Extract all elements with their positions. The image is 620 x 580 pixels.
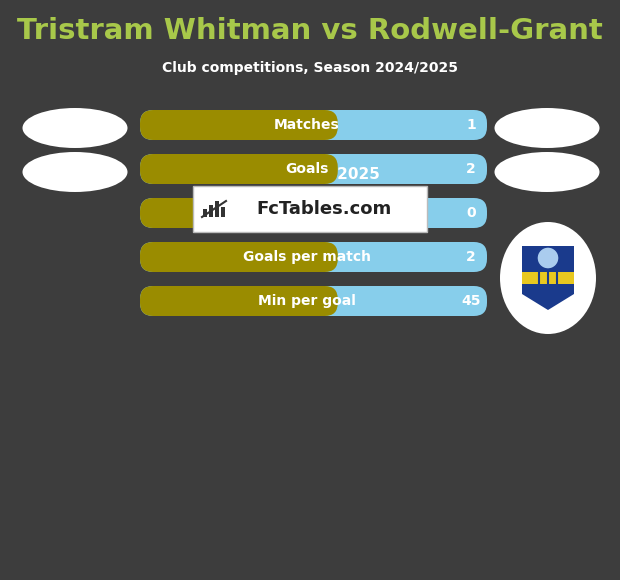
FancyBboxPatch shape	[140, 110, 338, 140]
FancyBboxPatch shape	[140, 110, 487, 140]
Text: Club competitions, Season 2024/2025: Club competitions, Season 2024/2025	[162, 61, 458, 75]
Text: Hattricks: Hattricks	[271, 206, 342, 220]
FancyBboxPatch shape	[140, 154, 487, 184]
Text: 2: 2	[466, 250, 476, 264]
FancyBboxPatch shape	[193, 186, 427, 232]
Text: Min per goal: Min per goal	[258, 294, 355, 308]
Ellipse shape	[500, 222, 596, 334]
Text: Matches: Matches	[273, 118, 339, 132]
Text: Goals: Goals	[285, 162, 328, 176]
FancyBboxPatch shape	[140, 242, 338, 272]
Text: Tristram Whitman vs Rodwell-Grant: Tristram Whitman vs Rodwell-Grant	[17, 17, 603, 45]
Text: 1: 1	[466, 118, 476, 132]
FancyBboxPatch shape	[140, 198, 487, 228]
Ellipse shape	[22, 108, 128, 148]
FancyBboxPatch shape	[140, 242, 487, 272]
Circle shape	[537, 247, 559, 269]
Text: FcTables.com: FcTables.com	[257, 200, 392, 218]
Text: Goals per match: Goals per match	[242, 250, 371, 264]
Ellipse shape	[22, 152, 128, 192]
FancyBboxPatch shape	[140, 198, 338, 228]
Text: 0: 0	[466, 206, 476, 220]
FancyBboxPatch shape	[221, 207, 225, 217]
FancyBboxPatch shape	[522, 272, 574, 284]
FancyBboxPatch shape	[140, 286, 338, 316]
FancyBboxPatch shape	[140, 286, 487, 316]
FancyBboxPatch shape	[209, 205, 213, 217]
FancyBboxPatch shape	[140, 154, 338, 184]
FancyBboxPatch shape	[215, 201, 219, 217]
FancyBboxPatch shape	[203, 209, 207, 217]
Polygon shape	[522, 246, 574, 310]
Text: 45: 45	[461, 294, 480, 308]
Text: 2: 2	[466, 162, 476, 176]
Ellipse shape	[495, 152, 600, 192]
Text: 24 january 2025: 24 january 2025	[240, 168, 380, 183]
Ellipse shape	[495, 108, 600, 148]
